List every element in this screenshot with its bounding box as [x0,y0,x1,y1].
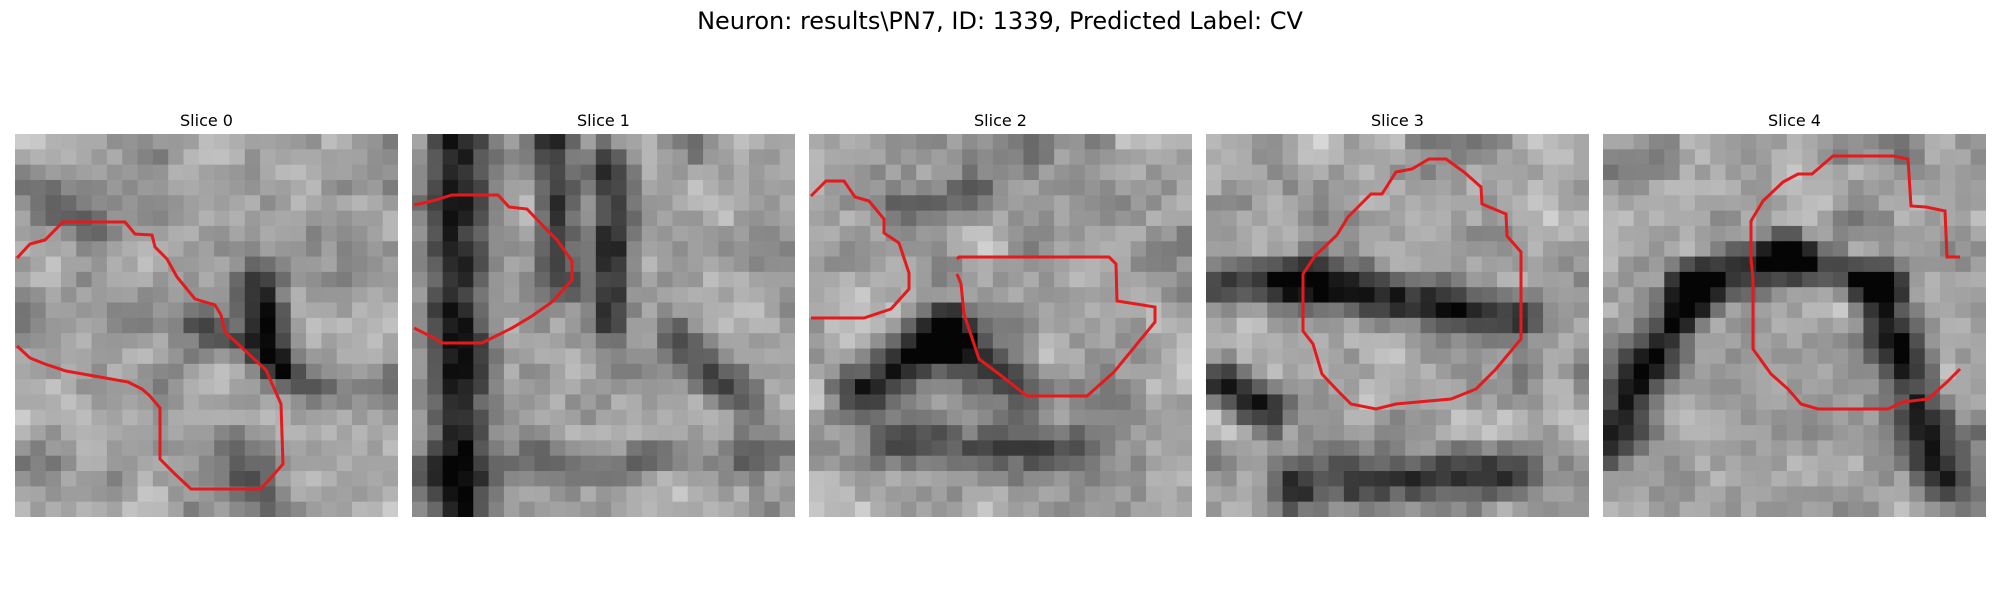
slice-image [15,134,398,517]
slice-panel-1: Slice 1 [412,110,795,517]
slice-image [412,134,795,517]
slice-panel-3: Slice 3 [1206,110,1589,517]
slice-title: Slice 0 [15,110,398,132]
slice-panel-4: Slice 4 [1603,110,1986,517]
slice-panel-2: Slice 2 [809,110,1192,517]
slice-title: Slice 2 [809,110,1192,132]
slice-title: Slice 3 [1206,110,1589,132]
slice-title: Slice 4 [1603,110,1986,132]
slice-title: Slice 1 [412,110,795,132]
slice-image [809,134,1192,517]
slice-image [1603,134,1986,517]
figure-title: Neuron: results\PN7, ID: 1339, Predicted… [0,7,2000,35]
slice-panel-0: Slice 0 [15,110,398,517]
slice-image [1206,134,1589,517]
